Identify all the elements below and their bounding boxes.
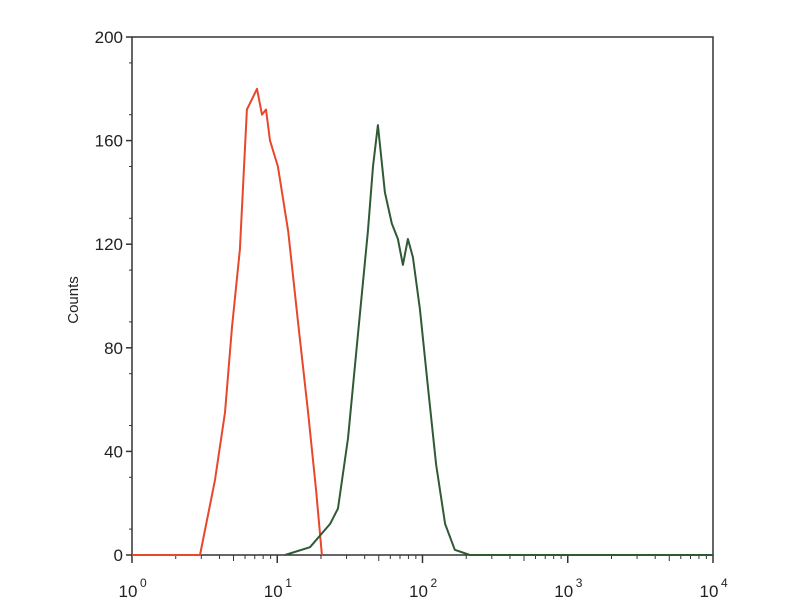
x-tick-label: 10	[409, 582, 428, 600]
histogram-series-2	[284, 124, 713, 556]
x-tick-exponent: 2	[431, 576, 438, 590]
y-tick-label: 120	[95, 235, 123, 254]
y-tick-label: 0	[114, 546, 123, 565]
x-tick-label: 10	[119, 582, 138, 600]
x-tick-label: 10	[264, 582, 283, 600]
x-tick-exponent: 3	[576, 576, 583, 590]
histogram-series-1	[132, 87, 323, 556]
plot-frame	[131, 36, 714, 556]
y-tick-label: 200	[95, 28, 123, 47]
x-tick-exponent: 1	[285, 576, 292, 590]
x-tick-label: 10	[554, 582, 573, 600]
x-tick-exponent: 4	[721, 576, 728, 590]
y-tick-label: 80	[104, 339, 123, 358]
y-tick-label: 40	[104, 442, 123, 461]
x-tick-exponent: 0	[140, 576, 147, 590]
y-tick-label: 160	[95, 132, 123, 151]
x-tick-label: 10	[700, 582, 719, 600]
y-axis-label: Counts	[65, 276, 82, 324]
